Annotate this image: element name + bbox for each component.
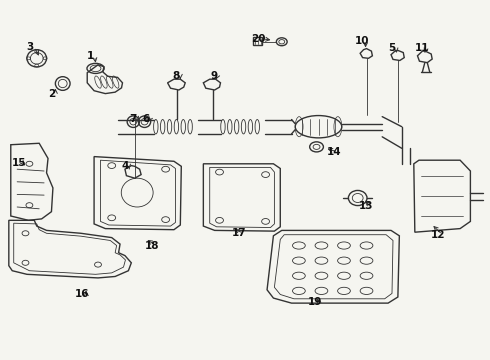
- Text: 1: 1: [87, 51, 94, 61]
- Text: 5: 5: [389, 42, 395, 53]
- Text: 4: 4: [121, 161, 129, 171]
- Text: 6: 6: [143, 114, 149, 124]
- Text: 14: 14: [327, 147, 342, 157]
- Text: 12: 12: [431, 230, 446, 240]
- Text: 17: 17: [232, 228, 246, 238]
- Text: 20: 20: [251, 34, 266, 44]
- Text: 15: 15: [11, 158, 26, 168]
- Text: 10: 10: [354, 36, 369, 46]
- Text: 18: 18: [145, 240, 159, 251]
- Text: 13: 13: [359, 201, 374, 211]
- Text: 9: 9: [210, 71, 217, 81]
- Text: 16: 16: [75, 289, 90, 300]
- Text: 8: 8: [173, 71, 180, 81]
- Text: 3: 3: [27, 42, 34, 52]
- Text: 11: 11: [415, 42, 430, 53]
- Text: 19: 19: [307, 297, 322, 307]
- Text: 2: 2: [48, 89, 55, 99]
- Text: 7: 7: [129, 114, 137, 124]
